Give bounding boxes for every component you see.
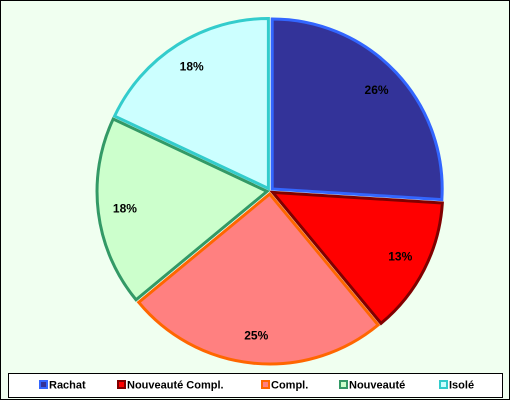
pie-slice [112,16,270,191]
data-label: 18% [180,60,204,74]
legend-swatch [39,380,48,389]
pie-slice [270,17,444,202]
legend-label: Nouveauté [349,379,405,391]
legend-swatch [117,380,126,389]
legend-label: Rachat [49,379,86,391]
legend-swatch [261,380,270,389]
pie-slice [136,191,381,366]
legend-label: Isolé [449,379,474,391]
data-label: 26% [365,83,389,97]
pie-slice [95,116,270,302]
legend-box [8,373,503,398]
legend-swatch [439,380,448,389]
data-label: 18% [113,201,137,215]
legend-label: Compl. [271,379,308,391]
data-label: 13% [388,250,412,264]
legend: Rachat Nouveauté Compl. Compl. Nouveauté Iso… [39,379,474,391]
data-label: 25% [244,329,268,343]
legend-swatch [339,380,348,389]
pie-slice [269,190,444,326]
legend-label: Nouveauté Compl. [127,379,224,391]
